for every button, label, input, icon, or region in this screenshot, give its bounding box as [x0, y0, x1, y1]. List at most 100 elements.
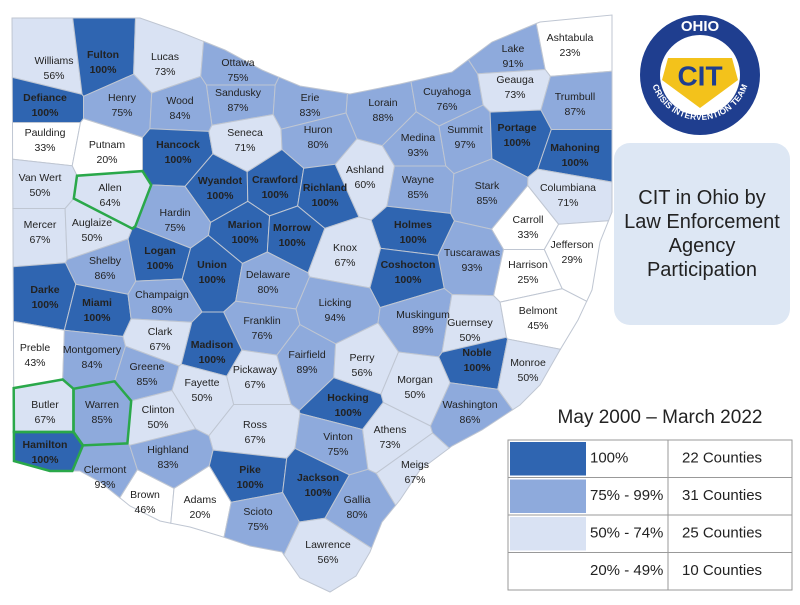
county — [535, 14, 613, 77]
county-pct: 84% — [81, 359, 102, 371]
county-pct: 20% — [96, 154, 117, 166]
county-name: Licking — [319, 297, 352, 309]
county-pct: 50% — [191, 392, 212, 404]
county-pct: 85% — [407, 189, 428, 201]
county-name: Monroe — [510, 357, 546, 369]
county-name: Auglaize — [72, 217, 112, 229]
county-pct: 100% — [395, 274, 423, 286]
county-name: Gallia — [344, 494, 371, 506]
legend-swatch — [510, 442, 586, 476]
county-pct: 100% — [562, 157, 590, 169]
county-pct: 50% — [147, 419, 168, 431]
county-name: Crawford — [252, 174, 298, 186]
county-name: Carroll — [513, 214, 544, 226]
county-pct: 100% — [32, 107, 60, 119]
county-name: Champaign — [135, 289, 189, 301]
county-pct: 29% — [561, 254, 582, 266]
county-name: Tuscarawas — [444, 247, 500, 259]
title-holder: CIT in Ohio by Law Enforcement Agency Pa… — [624, 187, 780, 281]
county-pct: 71% — [557, 197, 578, 209]
county-pct: 43% — [24, 357, 45, 369]
county-layer — [11, 14, 613, 593]
legend-range: 20% - 49% — [590, 562, 663, 579]
county-name: Warren — [85, 399, 119, 411]
county-pct: 100% — [147, 260, 175, 272]
title: CIT in Ohio by Law Enforcement Agency Pa… — [624, 187, 780, 281]
county-name: Trumbull — [555, 91, 595, 103]
county-name: Lawrence — [305, 539, 351, 551]
county-name: Franklin — [243, 315, 281, 327]
county-name: Belmont — [519, 305, 558, 317]
county-pct: 85% — [136, 376, 157, 388]
county-pct: 75% — [164, 222, 185, 234]
county-pct: 46% — [134, 504, 155, 516]
county-pct: 93% — [407, 147, 428, 159]
county-name: Guernsey — [447, 317, 493, 329]
county-pct: 100% — [32, 454, 60, 466]
county-pct: 71% — [234, 142, 255, 154]
county-name: Clermont — [84, 464, 127, 476]
county-pct: 45% — [527, 320, 548, 332]
county-pct: 80% — [346, 509, 367, 521]
legend-swatch — [510, 517, 586, 551]
county-name: Putnam — [89, 139, 125, 151]
logo: OHIO CIT CRISIS INTERVENTION TEAM — [640, 15, 760, 135]
county-pct: 73% — [154, 66, 175, 78]
legend-cell — [667, 514, 793, 553]
county-pct: 67% — [34, 414, 55, 426]
county — [324, 468, 397, 549]
county-pct: 75% — [327, 446, 348, 458]
county-name: Hancock — [156, 139, 200, 151]
legend-swatch — [510, 554, 586, 588]
county-pct: 100% — [32, 299, 60, 311]
date-range: May 2000 – March 2022 — [558, 407, 763, 428]
county-name: Stark — [475, 180, 500, 192]
legend: 100% 22 Counties 75% - 99% 31 Counties 50% -… — [507, 439, 793, 591]
county-name: Mercer — [24, 219, 57, 231]
county-name: Athens — [374, 424, 407, 436]
county-pct: 85% — [476, 195, 497, 207]
county-pct: 23% — [559, 47, 580, 59]
county-pct: 67% — [149, 341, 170, 353]
county-pct: 93% — [461, 262, 482, 274]
county-pct: 25% — [517, 274, 538, 286]
county-pct: 67% — [244, 434, 265, 446]
county-pct: 100% — [504, 137, 532, 149]
county-name: Ashtabula — [547, 32, 594, 44]
county-pct: 100% — [312, 197, 340, 209]
county-highlight — [72, 169, 153, 231]
county-pct: 100% — [207, 190, 235, 202]
county-name: Harrison — [508, 259, 548, 271]
county-pct: 56% — [317, 554, 338, 566]
logo-center: CIT — [677, 60, 722, 91]
county-name: Perry — [349, 352, 375, 364]
county-name: Meigs — [401, 459, 429, 471]
logo-top: OHIO — [681, 18, 720, 35]
county-pct: 100% — [232, 234, 260, 246]
county-name: Cuyahoga — [423, 86, 471, 98]
county-name: Clark — [148, 326, 173, 338]
legend-cell — [667, 439, 793, 478]
county-name: Defiance — [23, 92, 67, 104]
county-name: Wayne — [402, 174, 434, 186]
legend-range: 75% - 99% — [590, 487, 663, 504]
county-name: Allen — [98, 182, 122, 194]
county-pct: 100% — [464, 362, 492, 374]
county-name: Washington — [442, 399, 497, 411]
legend-count: 22 Counties — [682, 450, 762, 467]
county-name: Sandusky — [215, 87, 262, 99]
county-pct: 76% — [436, 101, 457, 113]
county-pct: 50% — [81, 232, 102, 244]
county-pct: 100% — [90, 64, 118, 76]
county-pct: 56% — [43, 70, 64, 82]
county-pct: 50% — [29, 187, 50, 199]
county-pct: 83% — [157, 459, 178, 471]
county-pct: 75% — [227, 72, 248, 84]
county-name: Pickaway — [233, 364, 278, 376]
county-name: Lorain — [368, 97, 397, 109]
county-pct: 87% — [564, 106, 585, 118]
county-name: Seneca — [227, 127, 263, 139]
county-pct: 50% — [404, 389, 425, 401]
county-pct: 100% — [305, 487, 333, 499]
county-pct: 67% — [29, 234, 50, 246]
